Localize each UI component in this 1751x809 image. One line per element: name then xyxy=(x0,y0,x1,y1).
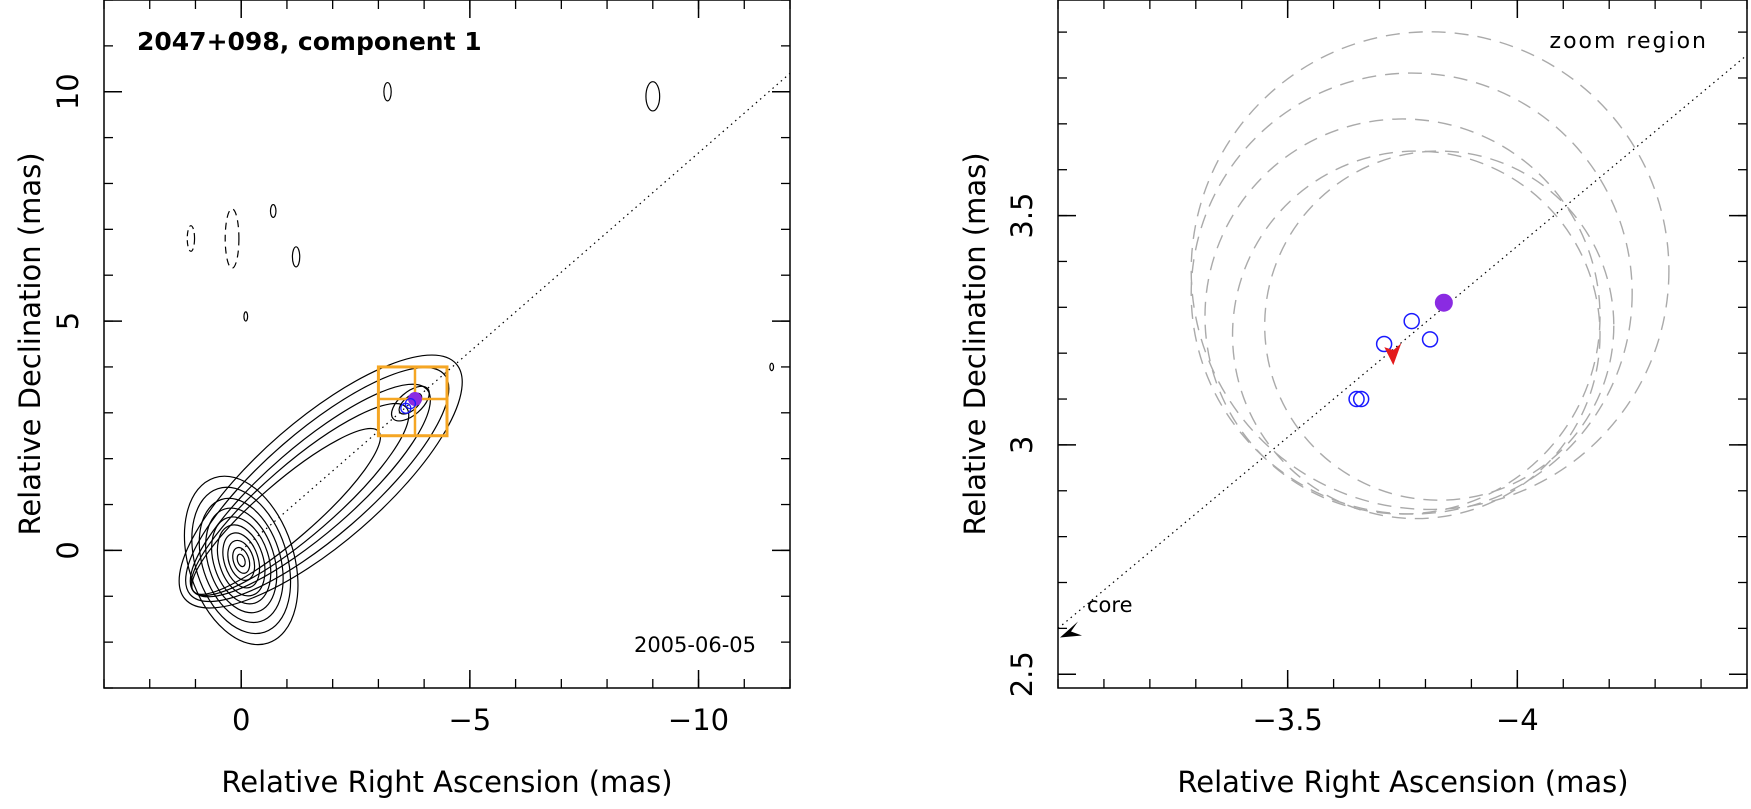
left-plot-frame xyxy=(103,0,791,689)
uncertainty-circle xyxy=(1190,31,1670,511)
x-tick-label: −5 xyxy=(448,703,491,737)
knot-contour xyxy=(390,385,430,422)
jet-axis-line xyxy=(240,72,791,551)
panel-title: 2047+098, component 1 xyxy=(137,27,482,56)
noise-contour xyxy=(383,81,392,102)
core-contour xyxy=(236,553,246,568)
noise-contour xyxy=(224,208,240,269)
uncertainty-circle xyxy=(1264,150,1615,501)
core-contour xyxy=(222,532,261,589)
y-tick-label: 10 xyxy=(51,73,85,110)
y-axis-label-right: Relative Declination (mas) xyxy=(958,152,992,535)
y-tick-label: 3.5 xyxy=(1005,193,1039,239)
core-contour xyxy=(211,516,272,605)
uncertainty-circle xyxy=(1231,150,1601,520)
x-axis-label-left: Relative Right Ascension (mas) xyxy=(221,765,672,799)
noise-contour xyxy=(269,203,277,218)
arrows xyxy=(1060,343,1402,638)
y-tick-label: 2.5 xyxy=(1005,651,1039,697)
core-contour xyxy=(191,486,292,635)
uncertainty-circle xyxy=(1190,72,1633,515)
uncertainty-circles xyxy=(1190,31,1670,520)
component-markers xyxy=(400,392,422,414)
y-tick-label: 5 xyxy=(51,312,85,330)
core-contour xyxy=(216,524,266,597)
component-filled xyxy=(1434,293,1453,312)
component-open xyxy=(1348,390,1365,408)
component-open xyxy=(1403,312,1420,330)
right-ticks: −3.5 −4 2.5 3 3.5 xyxy=(1005,0,1748,737)
zoom-box-frame xyxy=(376,365,449,438)
component-filled xyxy=(407,392,422,407)
jet-axis-line-zoom xyxy=(1057,54,1748,629)
core-contour xyxy=(227,539,256,581)
x-tick-label: 0 xyxy=(232,703,250,737)
noise-contour xyxy=(645,81,661,112)
core-contour xyxy=(183,475,299,646)
left-panel: 0 −5 −10 0 5 10 2047+098, component 1 2005-06… xyxy=(13,0,791,799)
jet-contour xyxy=(185,366,450,603)
x-tick-label: −10 xyxy=(668,703,729,737)
x-tick-label: −4 xyxy=(1496,703,1539,737)
core-arrowhead xyxy=(1060,621,1082,638)
right-panel: −3.5 −4 2.5 3 3.5 zoom region core Relative … xyxy=(958,0,1748,799)
component-open xyxy=(1352,390,1370,408)
uncertainty-circle xyxy=(1204,118,1601,515)
component-open xyxy=(1375,335,1393,353)
left-ticks: 0 −5 −10 0 5 10 xyxy=(51,0,791,737)
core-contour xyxy=(198,497,284,624)
radio-contours xyxy=(178,81,775,646)
x-tick-label: −3.5 xyxy=(1252,703,1322,737)
core-contour xyxy=(205,507,278,614)
core-contour xyxy=(232,546,251,574)
right-plot-frame xyxy=(1057,0,1748,689)
observation-date: 2005-06-05 xyxy=(634,633,756,657)
noise-contour xyxy=(769,362,775,372)
velocity-arrowhead xyxy=(1384,343,1402,366)
component-open xyxy=(404,397,417,410)
noise-contour xyxy=(291,246,301,268)
x-axis-label-right: Relative Right Ascension (mas) xyxy=(1177,765,1628,799)
noise-contour xyxy=(243,311,249,322)
y-tick-label: 3 xyxy=(1005,436,1039,454)
component-markers-zoom xyxy=(1348,293,1453,408)
noise-contour xyxy=(186,225,196,252)
y-axis-label-left: Relative Declination (mas) xyxy=(13,152,47,535)
core-label: core xyxy=(1087,593,1133,617)
component-open xyxy=(1421,331,1439,348)
y-tick-label: 0 xyxy=(51,541,85,559)
jet-contour xyxy=(178,354,463,609)
zoom-region-label: zoom region xyxy=(1550,29,1708,54)
